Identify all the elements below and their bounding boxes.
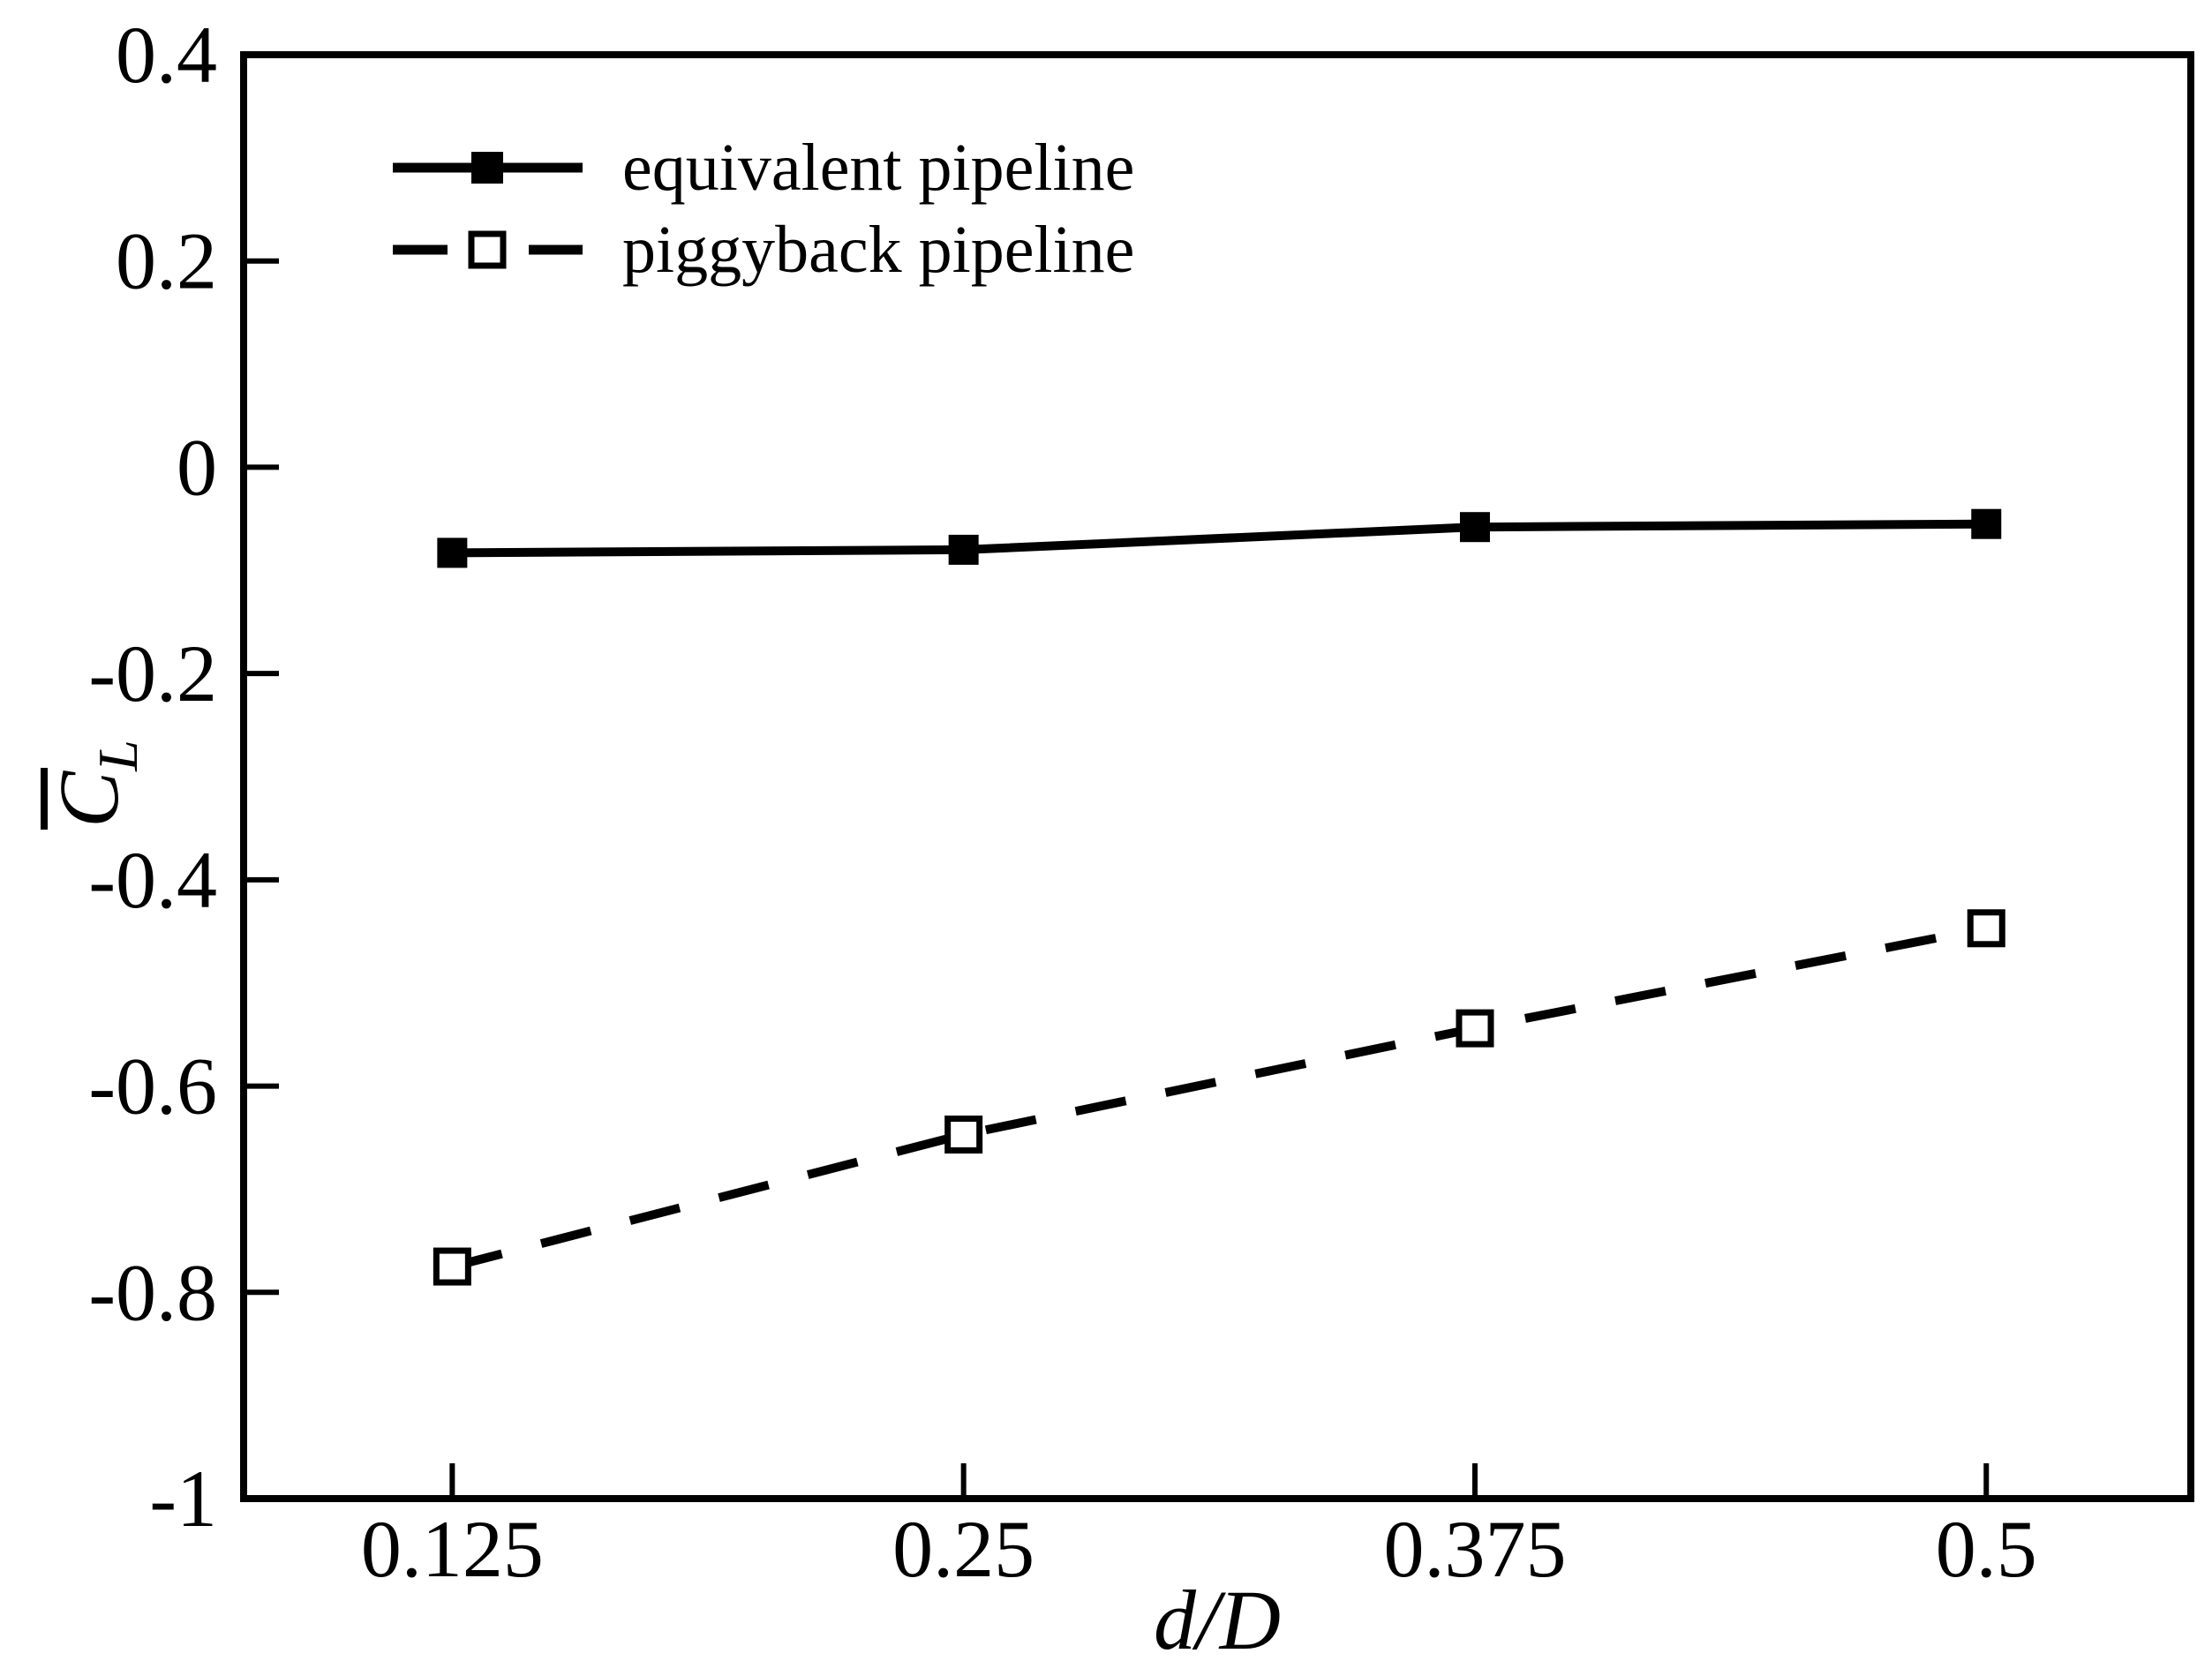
y-axis-label-group: CL: [41, 740, 149, 830]
x-tick-label-0.25: 0.25: [892, 1504, 1035, 1594]
series-line-piggyback-pipeline: [451, 923, 1988, 1271]
legend: equivalent pipeline piggyback pipeline: [393, 131, 1134, 287]
x-tick-label-0.5: 0.5: [1936, 1504, 2037, 1594]
legend-item-piggyback-pipeline: piggyback pipeline: [393, 213, 1134, 287]
legend-item-equivalent-pipeline: equivalent pipeline: [393, 131, 1134, 205]
marker-piggyback-pipeline-1: [944, 1115, 983, 1154]
marker-piggyback-pipeline-2: [1456, 1009, 1494, 1048]
marker-equivalent-pipeline-2: [1459, 512, 1490, 543]
plot-border: [240, 51, 2194, 1502]
marker-piggyback-pipeline-0: [433, 1247, 471, 1286]
x-tick-label-0.125: 0.125: [361, 1504, 544, 1594]
y-tick-label-0.4: -0.4: [88, 835, 217, 925]
legend-label-piggyback-pipeline: piggyback pipeline: [622, 213, 1134, 287]
legend-label-equivalent-pipeline: equivalent pipeline: [622, 131, 1134, 205]
marker-equivalent-pipeline-1: [948, 534, 979, 565]
y-tick-label-0.4: 0.4: [116, 10, 217, 100]
x-tick-label-0.375: 0.375: [1383, 1504, 1566, 1594]
y-tick-label-0: 0: [177, 422, 217, 512]
marker-equivalent-pipeline-0: [437, 537, 468, 568]
legend-marker-equivalent-pipeline: [471, 152, 503, 184]
y-tick-label-0.6: -0.6: [88, 1041, 217, 1131]
legend-marker-piggyback-pipeline: [468, 230, 507, 269]
marker-equivalent-pipeline-3: [1971, 508, 2002, 539]
y-axis-label-subscript: L: [87, 740, 149, 772]
y-tick-label-0.2: 0.2: [116, 216, 217, 306]
y-axis-label-base: C: [41, 770, 136, 828]
y-tick-label-0.8: -0.8: [88, 1247, 217, 1337]
y-tick-label-0.2: -0.2: [88, 628, 217, 718]
marker-piggyback-pipeline-3: [1967, 909, 2005, 948]
series-line-equivalent-pipeline: [452, 519, 1987, 558]
x-axis-label: d/D: [1154, 1573, 1281, 1667]
y-axis-label: CL: [41, 740, 149, 828]
y-tick-label-1: -1: [149, 1454, 217, 1544]
